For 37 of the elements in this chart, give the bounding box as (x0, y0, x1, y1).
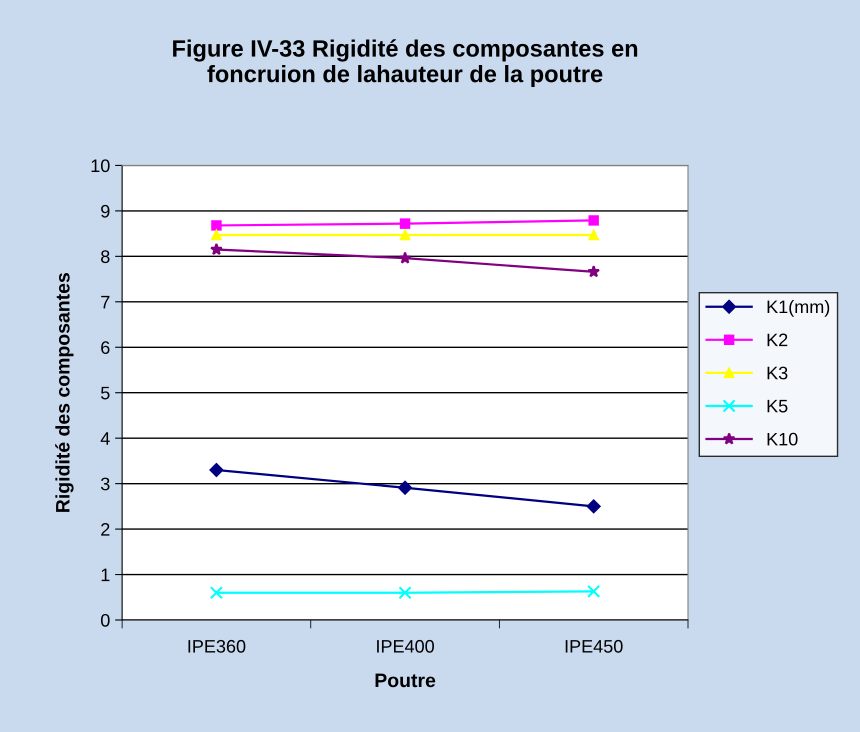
y-tick-label: 2 (101, 523, 110, 536)
y-tick-label: 3 (100, 478, 110, 490)
legend-label: K3 (768, 366, 788, 380)
point (211, 230, 222, 240)
legend-label: K10 (768, 432, 798, 446)
point (587, 265, 600, 278)
point (400, 218, 410, 229)
y-tick-label: 0 (100, 614, 110, 627)
legend-label: K2 (768, 334, 788, 346)
y-tick-label: 7 (101, 296, 110, 308)
point (587, 584, 600, 598)
y-tick-label: 4 (100, 432, 110, 445)
x-tick-label: IPE400 (377, 640, 434, 653)
point (398, 586, 412, 600)
x-tick-label: IPE360 (188, 640, 246, 653)
y-tick-label: 8 (101, 250, 110, 264)
point (400, 230, 410, 240)
legend-label: K1(mm) (768, 300, 830, 317)
point (211, 220, 222, 231)
x-axis-title: Poutre (376, 674, 436, 688)
point (398, 252, 412, 264)
point (586, 499, 601, 514)
y-axis-title: Rigidité des composantes (55, 273, 74, 512)
y-tick-label: 1 (102, 568, 110, 582)
y-tick-label: 6 (101, 341, 110, 354)
point (209, 463, 224, 477)
y-tick-label: 9 (101, 204, 110, 218)
x-tick-label: IPE450 (566, 640, 623, 653)
y-tick-label: 10 (92, 159, 110, 172)
y-tick-label: 5 (100, 386, 110, 400)
point (210, 242, 223, 256)
point (398, 480, 412, 495)
point (588, 230, 599, 240)
point (210, 586, 224, 600)
point (588, 215, 599, 226)
chart-title: Figure IV-33 Rigidité des composantes en foncruion de lahauteur de la poutre (173, 39, 638, 87)
legend-label: K5 (768, 400, 788, 412)
